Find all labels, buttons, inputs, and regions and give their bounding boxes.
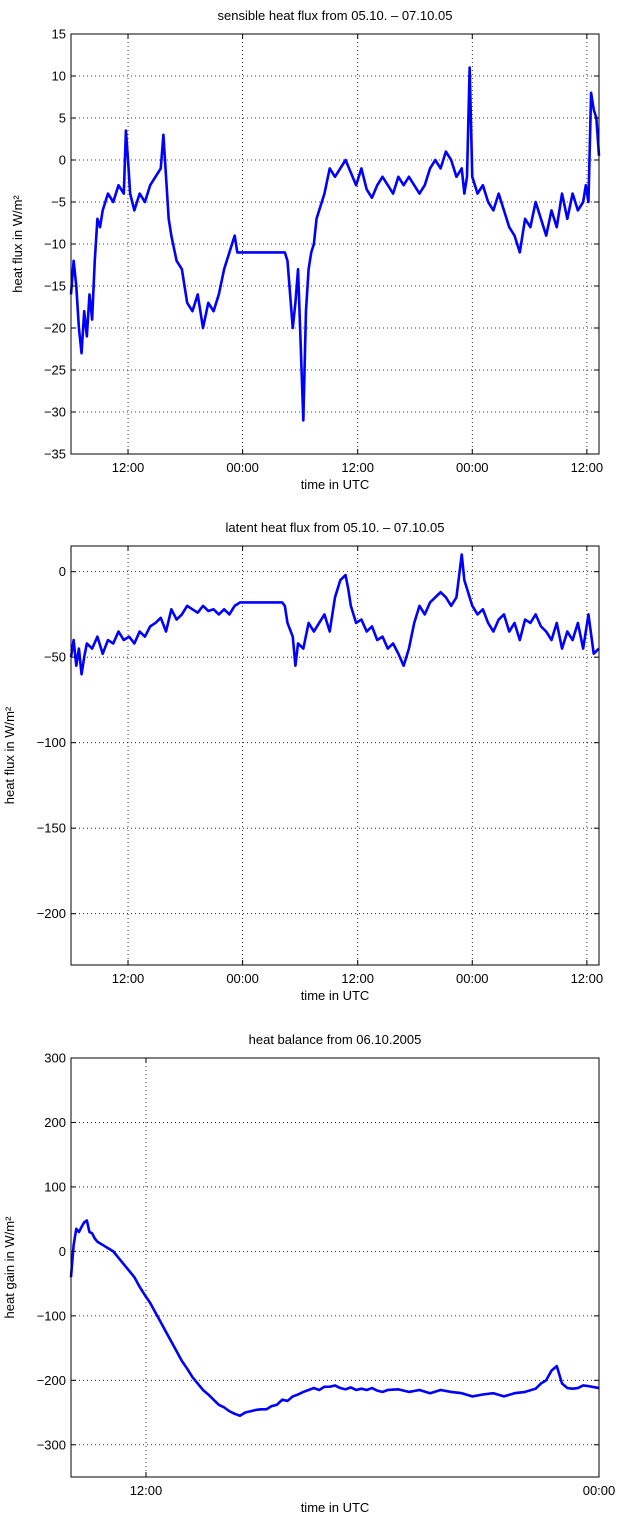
- chart-0-ytick-label: −25: [44, 363, 66, 378]
- chart-2-series-line: [69, 1219, 600, 1418]
- chart-0-ytick-label: 0: [59, 153, 66, 168]
- chart-2-ytick-label: 0: [59, 1244, 66, 1259]
- chart-1-ytick-label: −150: [37, 821, 66, 836]
- chart-panel-heat-balance: −300 −200 −100 0 100 200 300 12:00 00:00 heat bal…: [2, 1032, 615, 1515]
- chart-2-ytick-label: −100: [37, 1308, 66, 1323]
- chart-1-ytick-label: −100: [37, 735, 66, 750]
- chart-0-xtick-label: 12:00: [341, 460, 374, 475]
- chart-2-xtick-label: 12:00: [130, 1483, 163, 1498]
- chart-2-xtick-label: 00:00: [583, 1483, 616, 1498]
- chart-panel-latent-heat-flux: −200 −150 −100 −50 0 12:00 00:00 12:00 00:00 12:0…: [2, 520, 603, 1003]
- chart-0-ytick-label: 10: [52, 69, 66, 84]
- chart-0-ytick-label: 15: [52, 27, 66, 42]
- chart-1-ytick-label: −50: [44, 650, 66, 665]
- chart-0-xtick-label: 12:00: [112, 460, 145, 475]
- chart-0-ytick-label: −15: [44, 279, 66, 294]
- chart-0-xtick-label: 00:00: [226, 460, 259, 475]
- chart-1-axes-frame: [70, 545, 600, 966]
- chart-1-ytick-label: −200: [37, 906, 66, 921]
- chart-1-xlabel: time in UTC: [301, 988, 370, 1003]
- chart-2-plot-area: [71, 1058, 599, 1477]
- chart-1-ytick-label: 0: [59, 564, 66, 579]
- chart-1-xtick-label: 12:00: [341, 971, 374, 986]
- chart-1-ylabel: heat flux in W/m²: [2, 706, 17, 804]
- chart-2-axes-frame: [70, 1057, 600, 1478]
- chart-2-xlabel: time in UTC: [301, 1500, 370, 1515]
- chart-0-xlabel: time in UTC: [301, 477, 370, 492]
- chart-1-xtick-label: 00:00: [226, 971, 259, 986]
- chart-2-ytick-label: −300: [37, 1437, 66, 1452]
- chart-1-series-line: [69, 553, 600, 676]
- chart-2-ytick-label: 100: [44, 1179, 66, 1194]
- chart-2-ytick-label: 200: [44, 1115, 66, 1130]
- chart-0-xtick-label: 12:00: [571, 460, 604, 475]
- chart-0-series-line: [69, 66, 601, 422]
- chart-0-ytick-label: 5: [59, 111, 66, 126]
- chart-panel-sensible-heat-flux: −35 −30 −25 −20 −15 −10 −5 0 5 10 15 12:00 00:00 12:0…: [10, 8, 603, 492]
- chart-1-xtick-label: 12:00: [112, 971, 145, 986]
- chart-1-plot-area: [71, 546, 599, 965]
- chart-0-ytick-label: −5: [51, 195, 66, 210]
- chart-0-xtick-label: 00:00: [456, 460, 489, 475]
- chart-1-title: latent heat flux from 05.10. – 07.10.05: [226, 520, 445, 535]
- chart-1-xtick-label: 12:00: [571, 971, 604, 986]
- chart-1-xtick-label: 00:00: [456, 971, 489, 986]
- chart-0-ytick-label: −35: [44, 447, 66, 462]
- chart-0-ytick-label: −20: [44, 321, 66, 336]
- chart-0-ytick-label: −30: [44, 405, 66, 420]
- chart-2-title: heat balance from 06.10.2005: [249, 1032, 422, 1047]
- chart-0-ylabel: heat flux in W/m²: [10, 195, 25, 293]
- chart-2-ylabel: heat gain in W/m²: [2, 1216, 17, 1319]
- chart-2-ytick-label: −200: [37, 1373, 66, 1388]
- chart-0-title: sensible heat flux from 05.10. – 07.10.0…: [218, 8, 453, 23]
- chart-0-ytick-label: −10: [44, 237, 66, 252]
- chart-2-ytick-label: 300: [44, 1051, 66, 1066]
